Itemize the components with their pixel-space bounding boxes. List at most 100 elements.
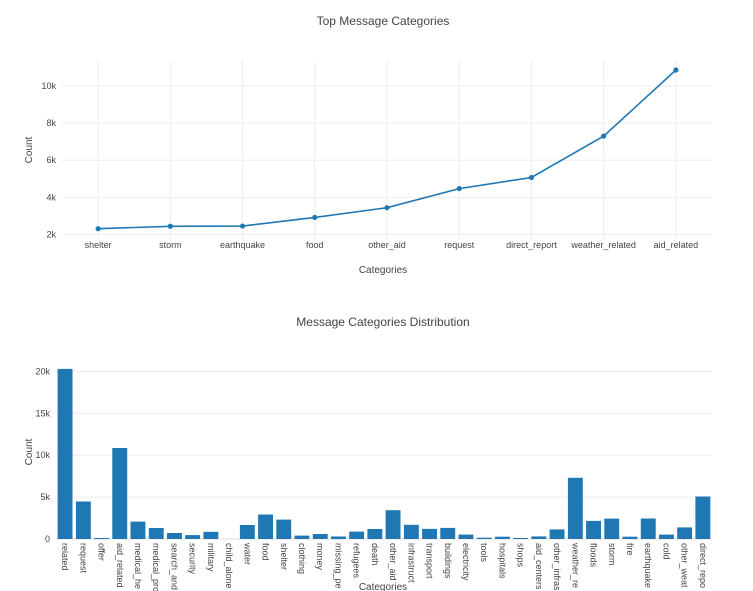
line-chart-x-tick-label: request xyxy=(444,240,475,250)
bar-chart-x-tick-label: cold xyxy=(661,543,671,560)
bar xyxy=(440,527,456,539)
bar xyxy=(112,448,128,539)
bar xyxy=(476,537,492,539)
line-chart-y-tick-label: 8k xyxy=(46,118,56,128)
bar xyxy=(349,531,365,539)
bar xyxy=(312,534,328,539)
bar xyxy=(659,534,674,539)
bar-chart-x-tick-label: child_alone xyxy=(224,543,234,589)
bar xyxy=(276,519,292,539)
bar xyxy=(185,535,201,539)
line-chart-point xyxy=(312,214,318,220)
bar-chart-x-tick-label: electricity xyxy=(461,543,471,581)
bar xyxy=(513,538,529,539)
bar xyxy=(495,536,510,539)
bar-chart-x-tick-label: death xyxy=(370,543,380,566)
bar xyxy=(148,528,164,539)
bar xyxy=(422,528,437,539)
line-chart-x-tick-label: other_aid xyxy=(368,240,406,250)
bar xyxy=(94,538,109,539)
bar xyxy=(403,524,419,539)
line-chart-gridlines xyxy=(62,60,712,240)
bar xyxy=(294,535,310,539)
bar-chart-x-tick-label: earthquake xyxy=(643,543,653,588)
line-chart-y-tick-label: 10k xyxy=(41,81,56,91)
bar-chart-x-tick-label: aid_related xyxy=(115,543,125,588)
bar-chart-x-tick-label: other_weat xyxy=(680,543,690,588)
bar-chart-x-tick-label: offer xyxy=(97,543,107,561)
bar-chart-x-tick-label: missing_pe xyxy=(333,543,343,589)
bar-chart-y-axis-title: Count xyxy=(24,438,35,465)
line-chart-point xyxy=(167,223,173,229)
line-chart-y-ticks: 2k 4k 6k 8k 10k xyxy=(41,81,56,239)
bar xyxy=(677,527,693,539)
bar xyxy=(531,536,547,539)
bar-chart-title: Message Categories Distribution xyxy=(296,315,469,329)
bar-chart-x-tick-label: water xyxy=(242,542,252,565)
bar-chart: Message Categories Distribution 0 5k 10k 15… xyxy=(24,315,712,591)
bar-chart-x-tick-label: shops xyxy=(516,543,526,568)
bar xyxy=(367,529,383,539)
line-chart-y-tick-label: 6k xyxy=(46,155,56,165)
line-chart-x-tick-label: shelter xyxy=(85,240,112,250)
bar-chart-x-tick-label: security xyxy=(188,543,198,575)
bar-chart-x-tick-label: related xyxy=(60,543,70,571)
bar xyxy=(695,496,711,539)
line-chart-x-tick-label: weather_related xyxy=(570,240,636,250)
bar xyxy=(549,529,565,539)
bar-chart-x-tick-label: fire xyxy=(625,543,635,556)
bar xyxy=(239,525,255,539)
bar-chart-gridlines xyxy=(56,370,712,540)
bar-chart-x-tick-label: weather_re xyxy=(570,542,580,588)
bar-chart-x-tick-label: hospitals xyxy=(497,543,507,579)
line-chart-x-tick-label: food xyxy=(306,240,324,250)
bar xyxy=(203,531,219,539)
bar-chart-y-tick-label: 10k xyxy=(35,450,50,460)
bar-chart-x-tick-label: search_and xyxy=(169,543,179,590)
line-chart-point xyxy=(528,174,535,181)
bar-chart-x-tick-label: shelter xyxy=(279,543,289,570)
bar-chart-x-tick-label: other_infras xyxy=(552,543,562,591)
line-chart-point xyxy=(673,67,679,73)
line-chart-point xyxy=(601,133,607,139)
line-chart-x-tick-label: aid_related xyxy=(654,240,699,250)
bar-chart-x-tick-label: tools xyxy=(479,543,489,563)
line-chart-x-axis-title: Categories xyxy=(359,265,407,276)
bar-chart-x-tick-label: medical_pro xyxy=(151,543,161,591)
bar-chart-x-tick-label: request xyxy=(78,543,88,574)
bar-chart-x-tick-label: floods xyxy=(589,543,599,568)
bar-chart-x-tick-label: transport xyxy=(425,543,435,579)
bar-chart-x-tick-label: infrastruct xyxy=(406,543,416,583)
bar-chart-x-tick-label: direct_repo xyxy=(698,543,708,588)
line-chart-x-tick-label: earthquake xyxy=(220,240,265,250)
bar-chart-x-tick-label: food xyxy=(261,543,271,561)
bar xyxy=(57,368,73,539)
bar xyxy=(604,518,620,539)
bar-chart-x-tick-label: money xyxy=(315,543,325,571)
bar-chart-x-tick-label: storm xyxy=(607,543,617,566)
bar-chart-x-axis-title: Categories xyxy=(359,582,407,591)
bar xyxy=(258,514,273,539)
bar xyxy=(567,477,583,539)
line-chart-point xyxy=(456,185,462,192)
bar xyxy=(586,520,601,539)
line-chart-y-axis-title: Count xyxy=(24,136,35,163)
bar-chart-y-tick-label: 15k xyxy=(35,408,50,418)
bar-chart-y-tick-label: 0 xyxy=(45,534,50,544)
bar xyxy=(622,536,638,539)
bar xyxy=(130,521,146,539)
line-chart-x-tick-label: direct_report xyxy=(506,240,557,250)
bar xyxy=(75,501,91,539)
bar-chart-x-tick-label: aid_centers xyxy=(534,543,544,590)
line-chart-y-tick-label: 4k xyxy=(46,192,56,202)
line-chart-x-tick-label: storm xyxy=(159,240,182,250)
bar xyxy=(385,510,401,539)
bar xyxy=(167,533,182,539)
bar-chart-x-ticks: related request offer aid_related medical_he… xyxy=(60,542,708,591)
line-chart-y-tick-label: 2k xyxy=(46,229,56,239)
bar-chart-y-tick-label: 5k xyxy=(40,492,50,502)
bar-chart-bars xyxy=(57,368,711,539)
bar-chart-x-tick-label: medical_he xyxy=(133,543,143,589)
bar-chart-x-tick-label: clothing xyxy=(297,543,307,574)
